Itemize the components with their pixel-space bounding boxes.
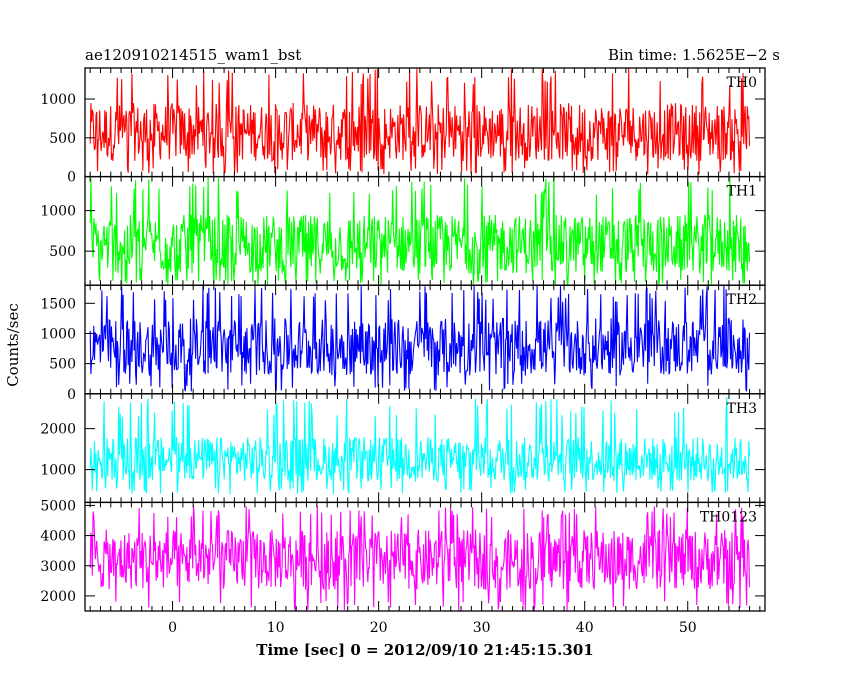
x-tick-label: 30 xyxy=(473,620,491,636)
panel-label-th0123: TH0123 xyxy=(700,509,757,525)
y-tick-label: 500 xyxy=(49,244,76,260)
y-tick-label: 0 xyxy=(67,387,76,403)
panel-frame xyxy=(84,501,766,612)
panel-th0123: 2000 3000 4000 5000 TH0123 xyxy=(40,498,766,612)
y-tick-label: 500 xyxy=(49,357,76,373)
panel-th0: 0 500 1000 TH0 xyxy=(40,67,766,186)
series-line-th0 xyxy=(89,68,751,175)
series-line-th2 xyxy=(89,285,751,392)
panel-th1: 500 1000 TH1 xyxy=(40,175,766,286)
y-tick-label: 0 xyxy=(67,170,76,186)
y-axis-label: Counts/sec xyxy=(4,303,22,387)
y-tick-label: 4000 xyxy=(40,529,76,545)
series-line-th3 xyxy=(89,396,751,495)
y-tick-label: 1000 xyxy=(40,463,76,479)
y-tick-label: 2000 xyxy=(40,422,76,438)
series-line-th0123 xyxy=(89,505,751,611)
y-tick-label: 3000 xyxy=(40,559,76,575)
y-tick-label: 1000 xyxy=(40,326,76,342)
y-tick-label: 2000 xyxy=(40,589,76,605)
x-tick-label: 40 xyxy=(576,620,594,636)
y-tick-label: 1000 xyxy=(40,204,76,220)
x-tick-label: 0 xyxy=(168,620,177,636)
panel-label-th1: TH1 xyxy=(727,184,757,200)
panel-th2: 0 500 1000 1500 TH2 xyxy=(40,284,766,403)
y-tick-label: 5000 xyxy=(40,498,76,514)
chart-title: ae120910214515_wam1_bst xyxy=(85,46,301,64)
panel-label-th0: TH0 xyxy=(727,75,757,91)
y-tick-label: 1500 xyxy=(40,296,76,312)
x-tick-label: 20 xyxy=(370,620,388,636)
panel-label-th2: TH2 xyxy=(727,292,757,308)
panel-label-th3: TH3 xyxy=(727,401,757,417)
y-tick-label: 500 xyxy=(49,131,76,147)
x-axis-label: Time [sec] 0 = 2012/09/10 21:45:15.301 xyxy=(256,641,593,659)
panel-th3: 1000 2000 TH3 xyxy=(40,393,766,504)
panel-frame xyxy=(84,67,766,178)
series-line-th1 xyxy=(89,176,751,286)
bin-time-label: Bin time: 1.5625E−2 s xyxy=(608,46,780,64)
y-tick-label: 1000 xyxy=(40,92,76,108)
x-tick-label: 50 xyxy=(679,620,697,636)
x-tick-label: 10 xyxy=(267,620,285,636)
